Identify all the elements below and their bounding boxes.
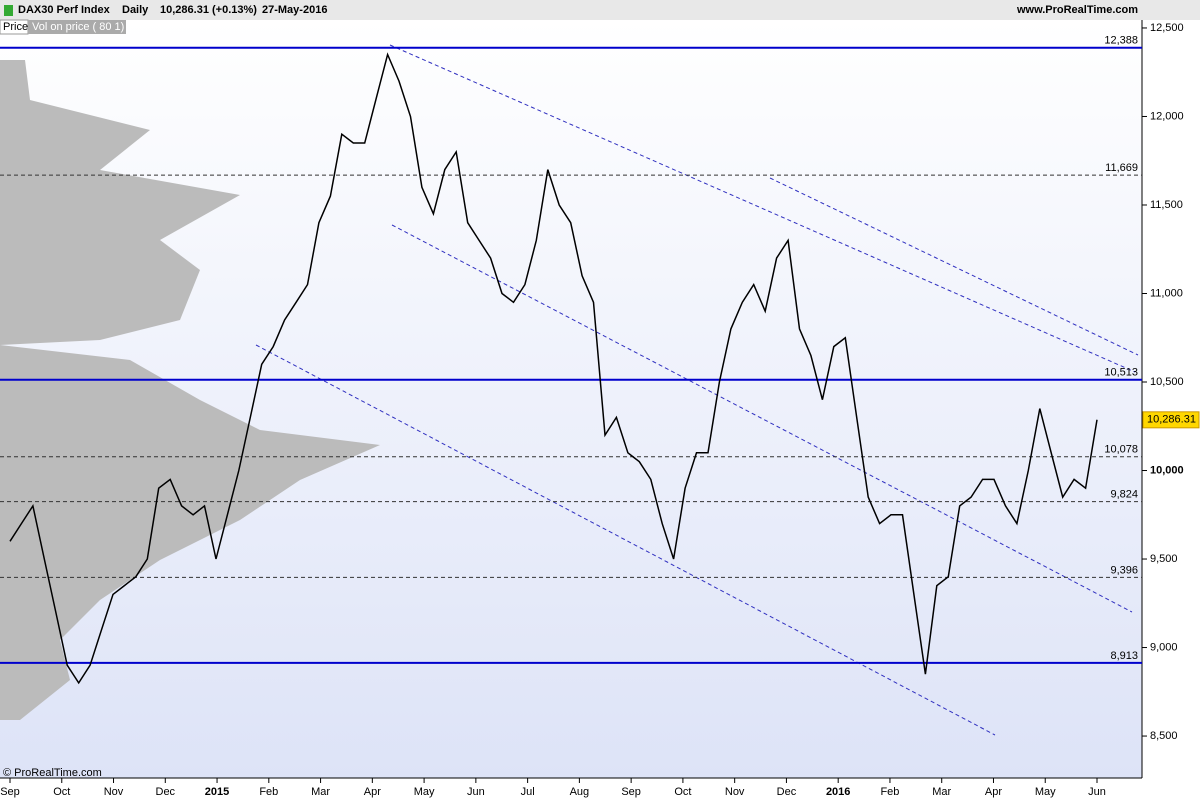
x-tick-label: Nov: [725, 786, 745, 798]
channel-line: [391, 224, 1133, 613]
trend-channels: [255, 44, 1139, 736]
x-tick-label: Aug: [570, 786, 590, 798]
instrument: DAX30 Perf Index: [18, 4, 111, 16]
x-tick-label: Apr: [985, 786, 1002, 798]
indicator-tab-label: Vol on price ( 80 1): [32, 21, 124, 33]
x-tick-label: 2015: [205, 786, 229, 798]
price-line: [9, 52, 1098, 685]
y-tick-label: 11,500: [1150, 199, 1183, 211]
y-tick-label: 12,000: [1150, 110, 1184, 122]
date: 27-May-2016: [262, 4, 327, 16]
level-label: 9,824: [1110, 489, 1138, 501]
copyright: © ProRealTime.com: [3, 767, 102, 779]
y-tick-label: 8,500: [1150, 730, 1178, 742]
x-tick-label: Mar: [932, 786, 951, 798]
x-tick-label: Feb: [880, 786, 899, 798]
interval: Daily: [122, 4, 149, 16]
x-tick-label: Mar: [311, 786, 330, 798]
header-bar: [0, 0, 1200, 20]
indicator-tab[interactable]: [28, 20, 126, 34]
y-tick-label: 10,500: [1150, 376, 1184, 388]
x-tick-label: Jun: [1088, 786, 1106, 798]
level-label: 9,396: [1110, 564, 1138, 576]
price-tab-label: Price: [3, 21, 28, 33]
x-tick-label: Feb: [259, 786, 278, 798]
x-tick-label: Jun: [467, 786, 485, 798]
y-tick-label: 9,000: [1150, 641, 1178, 653]
x-tick-label: Nov: [104, 786, 124, 798]
channel-line: [389, 44, 1136, 373]
price-change: 10,286.31 (+0.13%): [160, 4, 257, 16]
x-tick-label: Dec: [156, 786, 176, 798]
channel-line: [769, 177, 1139, 356]
logo: [4, 5, 13, 16]
x-tick-label: Sep: [0, 786, 20, 798]
x-tick-label: 2016: [826, 786, 850, 798]
x-tick-label: Dec: [777, 786, 797, 798]
volume-profile: [0, 60, 380, 720]
y-tick-label: 11,000: [1150, 287, 1183, 299]
site: www.ProRealTime.com: [1016, 4, 1138, 16]
y-tick-label: 10,000: [1150, 464, 1184, 476]
level-label: 10,078: [1104, 444, 1138, 456]
level-label: 12,388: [1104, 35, 1138, 47]
x-tick-label: Sep: [621, 786, 641, 798]
x-tick-label: Jul: [521, 786, 535, 798]
x-tick-label: Oct: [53, 786, 70, 798]
level-label: 11,669: [1105, 162, 1138, 174]
y-tick-label: 12,500: [1150, 22, 1184, 34]
x-tick-label: Apr: [364, 786, 381, 798]
x-tick-label: May: [1035, 786, 1056, 798]
channel-line: [255, 344, 996, 736]
last-price-tag: [1142, 411, 1200, 429]
y-tick-label: 9,500: [1150, 553, 1178, 565]
level-label: 8,913: [1110, 650, 1138, 662]
last-price-label: 10,286.31: [1147, 414, 1196, 426]
x-tick-label: May: [414, 786, 435, 798]
x-tick-label: Oct: [674, 786, 691, 798]
level-label: 10,513: [1104, 367, 1138, 379]
